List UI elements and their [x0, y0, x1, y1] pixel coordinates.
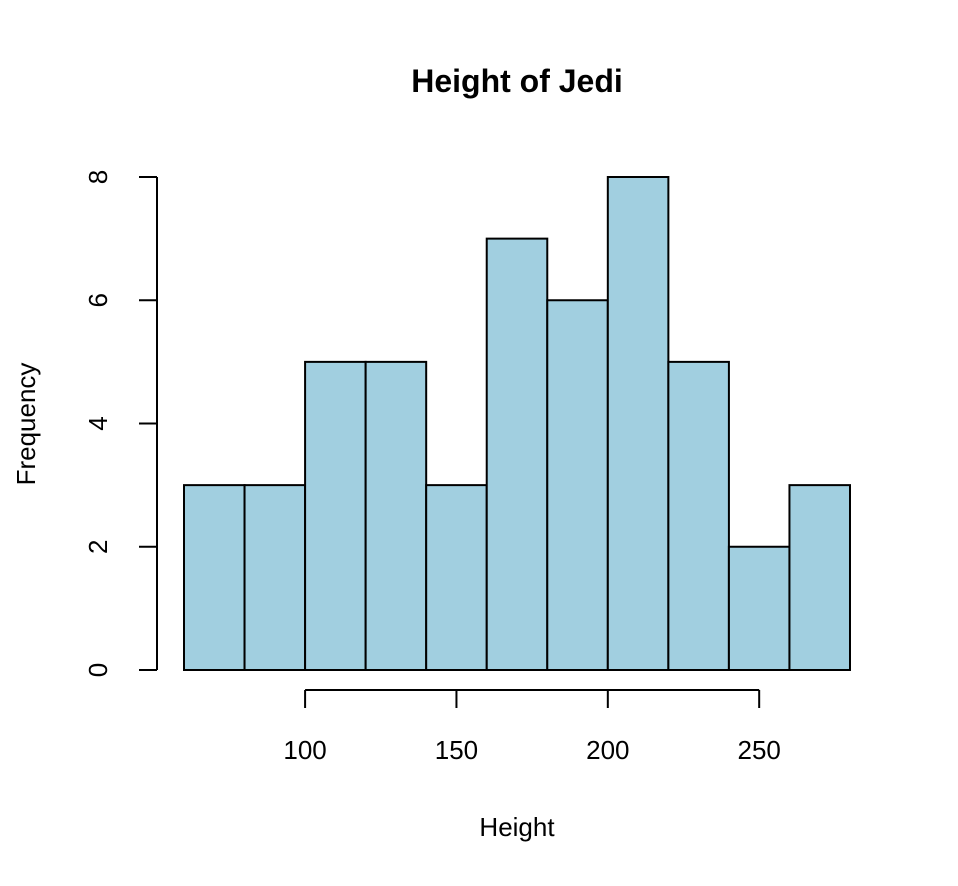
bars-group — [183, 176, 851, 671]
histogram-bar — [546, 299, 609, 671]
histogram-bar — [425, 484, 488, 671]
histogram-bar — [243, 484, 307, 671]
y-tick-label: 6 — [83, 293, 113, 307]
x-tick-label: 250 — [737, 735, 780, 765]
x-tick-label: 150 — [435, 735, 478, 765]
histogram-bar — [364, 360, 428, 671]
histogram-bar — [667, 360, 730, 671]
y-tick-label: 0 — [83, 663, 113, 677]
x-tick-label: 200 — [586, 735, 629, 765]
y-tick-label: 8 — [83, 170, 113, 184]
y-tick-label: 4 — [83, 416, 113, 430]
histogram-bar — [304, 360, 367, 671]
histogram-bar — [606, 176, 670, 671]
histogram-bar — [788, 484, 851, 671]
y-axis-label: Frequency — [11, 363, 41, 486]
x-axis: 100 150 200 250 — [283, 689, 781, 765]
x-tick-label: 100 — [283, 735, 326, 765]
histogram-bar — [727, 545, 791, 671]
y-tick-label: 2 — [83, 540, 113, 554]
histogram-bar — [485, 237, 549, 671]
chart-title: Height of Jedi — [411, 63, 623, 99]
histogram-bar — [183, 484, 246, 671]
x-axis-label: Height — [479, 812, 555, 842]
y-axis: 0 2 4 6 8 — [83, 170, 158, 677]
